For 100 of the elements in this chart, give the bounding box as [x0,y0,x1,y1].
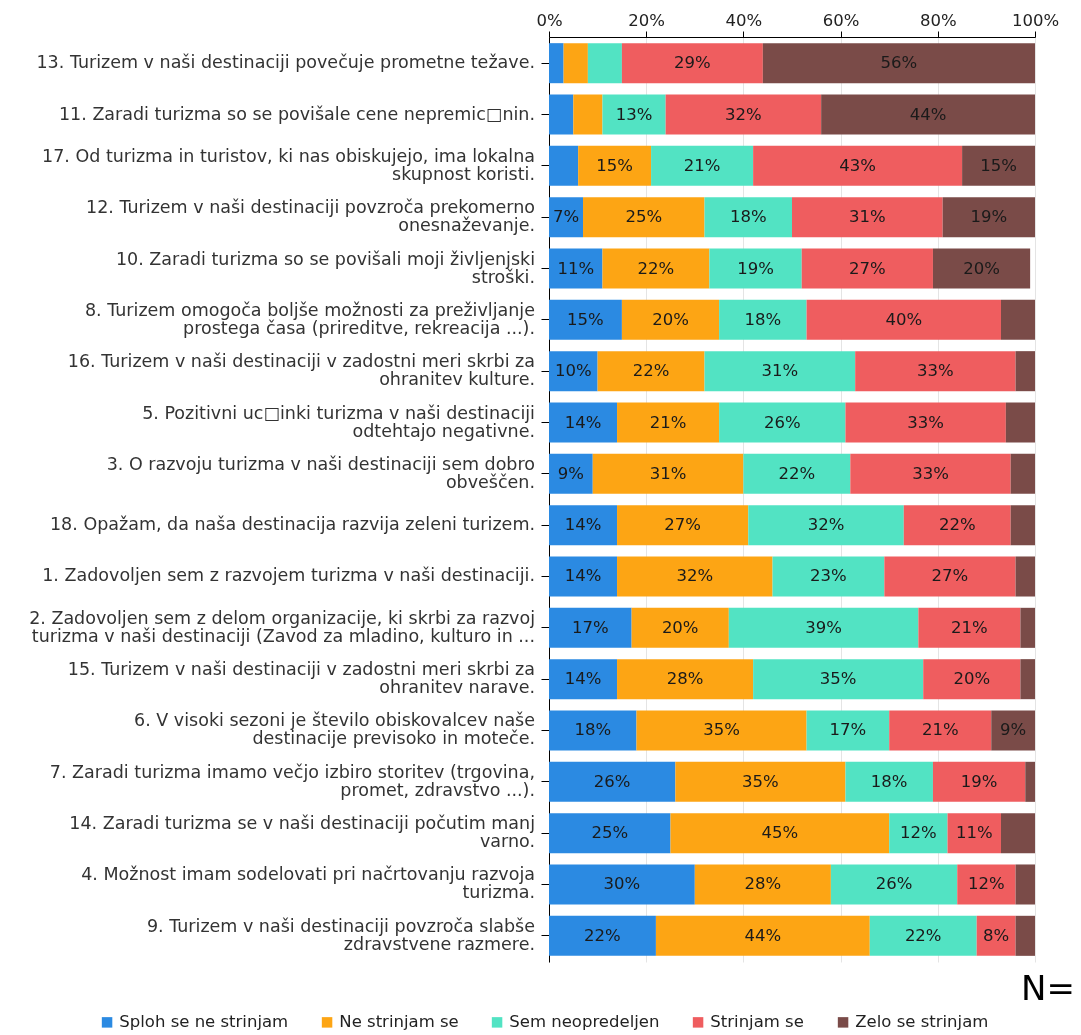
bar [1005,402,1035,443]
category-label: 16. Turizem v naši destinaciji v zadostni meri skrbi za ohranitev kulture. [67,351,535,390]
x-tick-label: 0% [536,10,563,30]
bar [855,351,1016,392]
bar [772,556,885,597]
bar [1015,351,1035,392]
bar [806,710,890,751]
data-label: 14% [564,515,602,535]
bar [719,299,807,340]
bar [597,351,705,392]
data-label: 28% [666,669,704,689]
data-label: 17% [571,617,609,637]
data-label: 32% [725,104,762,124]
data-label: 27% [664,515,701,535]
x-tick-label: 80% [919,10,957,30]
data-label: 12% [968,874,1005,894]
data-label: 22% [938,515,976,535]
bar [549,402,618,443]
bar [549,556,618,597]
x-tick-label: 60% [822,10,860,30]
bar [675,761,846,802]
bar [549,813,671,854]
data-label: 18% [574,720,612,740]
data-label: 14% [564,566,602,586]
bar [617,659,754,700]
bar [549,248,603,289]
bar [573,94,603,135]
bar [889,710,992,751]
data-label: 26% [875,874,913,894]
data-label: 32% [676,566,714,586]
text: N= [1021,968,1075,1008]
bar [621,299,720,340]
data-label: 22% [632,361,670,381]
data-label: 28% [744,874,782,894]
bar [762,43,1035,84]
bar [1015,915,1035,956]
bar [1000,813,1035,854]
data-label: 32% [807,515,845,535]
bar [549,453,593,494]
category-label: 10. Zaradi turizma so se povišali moji življenjski stroški. [115,248,535,287]
data-label: 14% [564,412,602,432]
data-label: 43% [839,155,876,175]
bar [748,505,904,546]
data-label: 9% [557,463,584,483]
data-label: 31% [649,463,687,483]
legend-label: Sploh se ne strinjam [119,1012,289,1032]
category-label: 12. Turizem v naši destinaciji povzroča prekomerno onesnaževanje. [86,197,535,236]
data-label: 23% [810,566,847,586]
bar [694,864,831,905]
bar [923,659,1021,700]
data-label: 20% [953,669,991,689]
data-label: 25% [591,823,629,843]
bar [617,556,773,597]
data-label: 40% [885,309,923,329]
category-label: 7. Zaradi turizma imamo večjo izbiro storitev (trgovina, promet, zdravstvo ...). [49,761,535,800]
bar [719,402,846,443]
data-label: 13% [615,104,653,124]
bar [728,607,919,648]
bar [1025,761,1035,802]
category-label: 5. Pozitivni uc□inki turizma v naši destinaciji odtehtajo negativne. [142,402,535,441]
bar [617,402,720,443]
category-label: 3. O razvoju turizma v naši destinaciji sem dobro obveščen. [106,453,535,492]
data-label: 30% [603,874,641,894]
x-tick-label: 20% [628,10,666,30]
data-label: 18% [729,207,767,227]
legend-label: Sem neopredeljen [509,1012,660,1032]
bar [1010,505,1035,546]
bar [549,505,618,546]
bar [636,710,807,751]
bar [549,94,574,135]
bar [845,402,1006,443]
data-label: 8% [983,925,1010,945]
bar [578,145,652,186]
bar [947,813,1001,854]
bar [792,197,943,238]
data-label: 18% [744,309,782,329]
data-label: 26% [593,771,631,791]
bar [549,915,656,956]
bar [753,145,963,186]
bar [549,145,579,186]
data-label: 33% [917,361,954,381]
category-label: 14. Zaradi turizma se v naši destinaciji počutim manj varno. [69,813,535,852]
category-label: 17. Od turizma in turistov, ki nas obiskujejo, ima lokalna skupnost koristi. [42,145,535,184]
x-tick-label: 100% [1011,10,1060,30]
category-label: 9. Turizem v naši destinaciji povzroča slabše zdravstvene razmere. [146,915,535,954]
bar [670,813,890,854]
bar [743,453,851,494]
data-label: 33% [907,412,944,432]
bar [1020,659,1035,700]
bar [821,94,1035,135]
data-label: 35% [819,669,857,689]
legend-label: Ne strinjam se [339,1012,459,1032]
data-label: 22% [584,925,621,945]
data-label: 15% [567,309,604,329]
bar [889,813,948,854]
data-label: 15% [980,155,1017,175]
data-label: 18% [870,771,908,791]
data-label: 20% [661,617,699,637]
data-label: 7% [552,207,580,227]
bar [957,864,1016,905]
